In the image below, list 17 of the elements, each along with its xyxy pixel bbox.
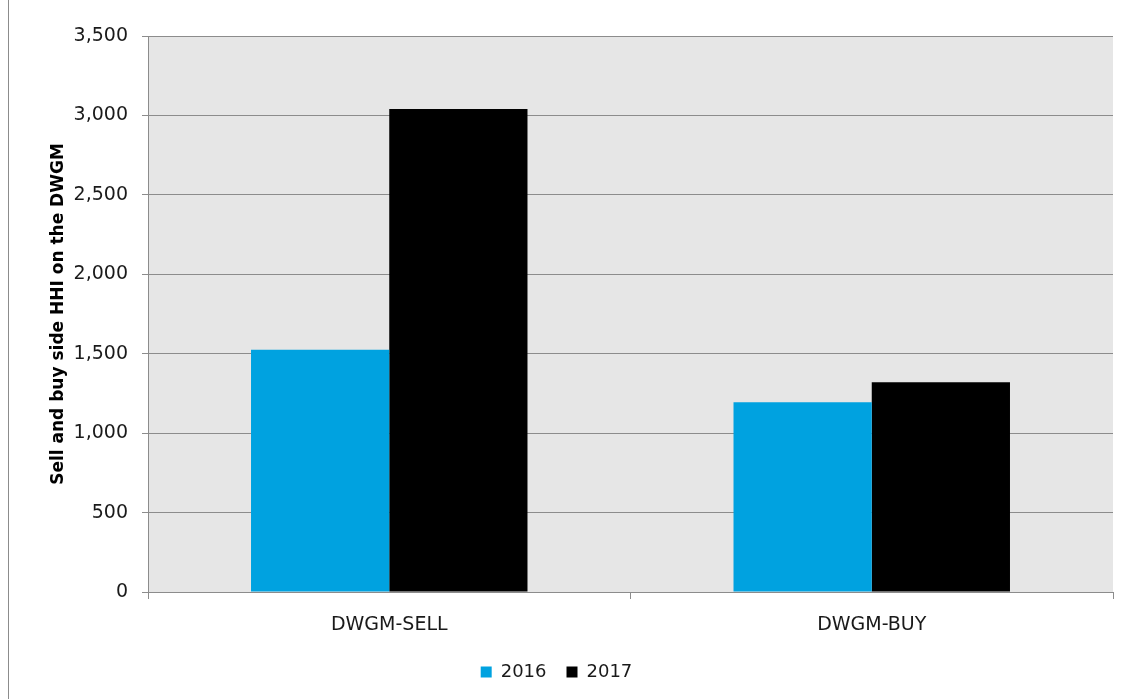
x-tick-label: DWGM-BUY <box>817 612 927 635</box>
y-axis-title: Sell and buy side HHI on the DWGM <box>46 143 67 485</box>
y-tick-label: 2,000 <box>73 261 128 284</box>
y-tick-label: 1,000 <box>73 420 128 443</box>
y-tick-label: 3,000 <box>73 102 128 125</box>
legend-label: 2016 <box>500 659 547 681</box>
y-tick-label: 3,500 <box>73 22 128 45</box>
x-tick-label: DWGM-SELL <box>330 612 448 635</box>
y-tick-label: 1,500 <box>73 340 128 363</box>
bar <box>251 349 390 592</box>
y-tick-label: 0 <box>115 578 128 601</box>
bar <box>733 402 872 592</box>
legend-label: 2017 <box>586 659 633 681</box>
y-tick-label: 2,500 <box>73 181 128 204</box>
bar <box>871 382 1010 592</box>
y-tick-label: 500 <box>91 499 128 522</box>
bar <box>389 109 528 592</box>
